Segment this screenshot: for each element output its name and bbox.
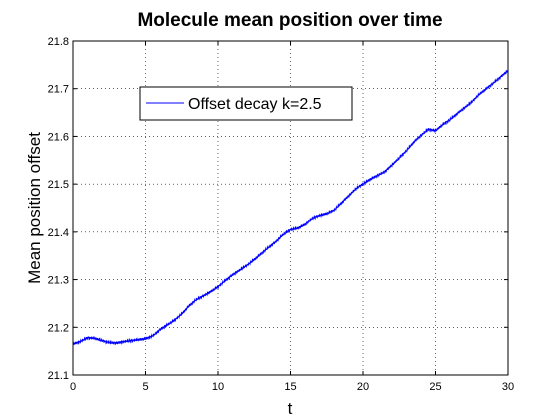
x-tick-label: 20 xyxy=(357,381,369,393)
series-line xyxy=(72,69,509,346)
x-axis-label: t xyxy=(288,399,293,418)
y-tick-label: 21.7 xyxy=(48,84,69,96)
y-tick-label: 21.8 xyxy=(48,36,69,48)
y-axis-label: Mean position offset xyxy=(25,132,44,284)
x-tick-label: 5 xyxy=(142,381,148,393)
y-tick-label: 21.2 xyxy=(48,322,69,334)
legend-entry-label: Offset decay k=2.5 xyxy=(188,96,322,113)
series-layer xyxy=(72,69,509,346)
y-tick-label: 21.4 xyxy=(48,227,69,239)
y-tick-label: 21.1 xyxy=(48,370,69,382)
x-tick-label: 10 xyxy=(212,381,224,393)
x-tick-label: 25 xyxy=(429,381,441,393)
x-tick-label: 15 xyxy=(284,381,296,393)
y-tick-label: 21.3 xyxy=(48,275,69,287)
ticks: 0 5 10 15 20 25 30 21.1 21.2 21.3 21.4 21.5 21.6 21.7… xyxy=(48,36,515,393)
y-tick-label: 21.5 xyxy=(48,179,69,191)
chart-title: Molecule mean position over time xyxy=(137,10,442,31)
legend: Offset decay k=2.5 xyxy=(139,86,353,121)
x-tick-label: 0 xyxy=(70,381,76,393)
y-tick-label: 21.6 xyxy=(48,131,69,143)
x-tick-label: 30 xyxy=(502,381,514,393)
